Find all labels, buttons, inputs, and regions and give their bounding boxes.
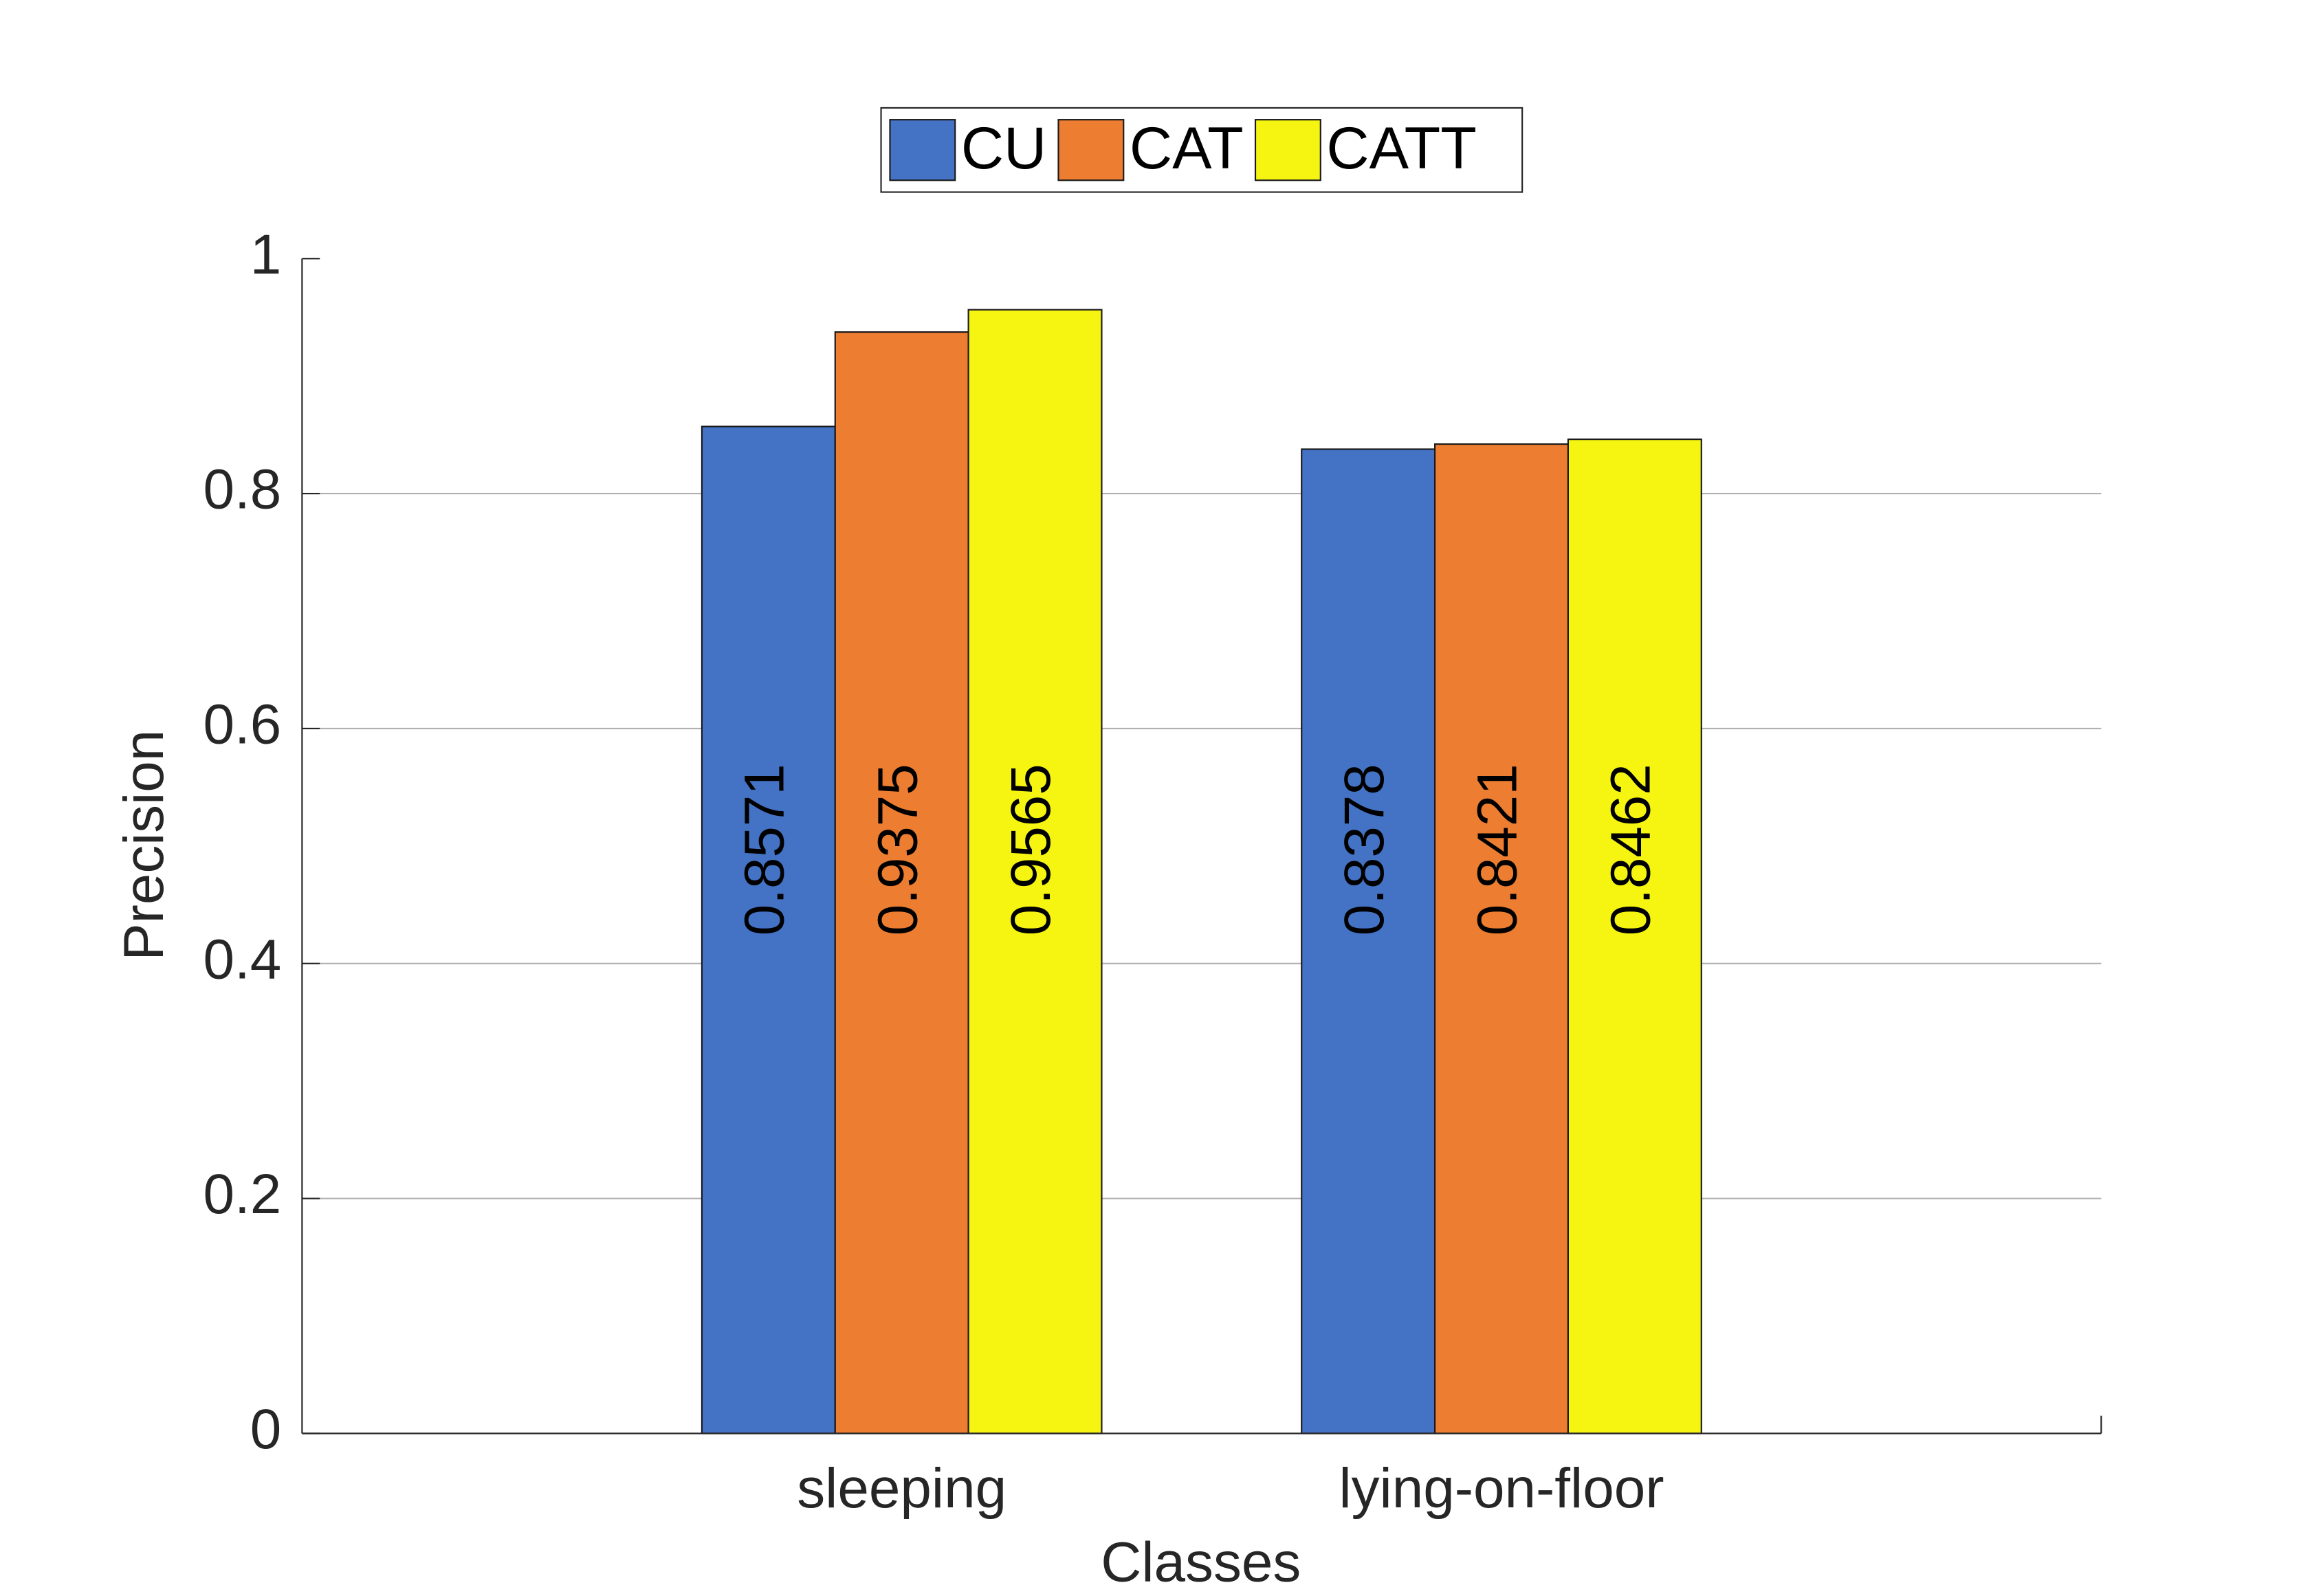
y-axis-label: Precision: [113, 730, 175, 961]
bar: [834, 331, 969, 1434]
y-tick-label: 0.6: [203, 694, 281, 756]
value-label: 0.8462: [1599, 764, 1662, 935]
x-tick-label: sleeping: [797, 1457, 1006, 1520]
legend-swatch: [889, 119, 956, 181]
x-tick-label: lying-on-floor: [1339, 1457, 1664, 1520]
value-label: 0.8421: [1466, 764, 1529, 935]
y-tick-label: 0.4: [203, 928, 281, 990]
value-label: 0.9375: [866, 764, 929, 935]
x-axis-label: Classes: [1101, 1531, 1301, 1594]
value-label: 0.8378: [1333, 764, 1396, 935]
bar: [1434, 443, 1569, 1434]
legend-label: CU: [961, 115, 1046, 181]
legend-label: CAT: [1130, 115, 1244, 181]
legend-swatch: [1254, 119, 1321, 181]
y-tick-label: 0: [250, 1398, 282, 1461]
value-label: 0.8571: [733, 764, 795, 935]
legend-label: CATT: [1326, 115, 1477, 181]
bar: [701, 425, 836, 1434]
bar: [1567, 439, 1702, 1434]
y-tick-label: 0.2: [203, 1163, 281, 1226]
legend-swatch: [1057, 119, 1125, 181]
y-tick-label: 0.8: [203, 458, 281, 521]
value-label: 0.9565: [1000, 764, 1062, 935]
bar: [1301, 448, 1436, 1434]
legend: [880, 107, 1524, 193]
y-tick-label: 1: [250, 223, 282, 286]
